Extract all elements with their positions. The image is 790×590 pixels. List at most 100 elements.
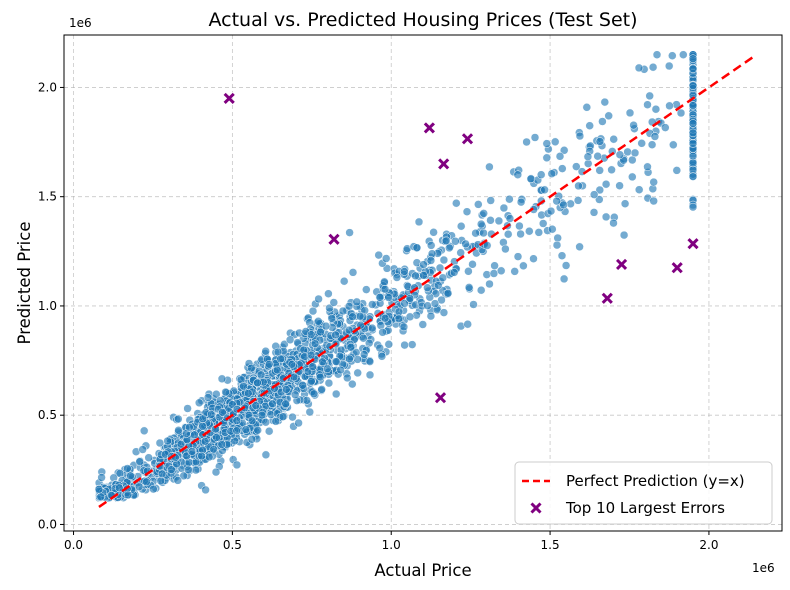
data-point <box>282 385 291 394</box>
data-point <box>664 61 674 71</box>
data-point <box>414 217 424 227</box>
data-point <box>400 340 409 350</box>
data-point <box>489 269 499 278</box>
data-point <box>439 255 449 265</box>
data-point <box>324 289 333 298</box>
data-point <box>486 216 495 225</box>
data-point <box>688 139 698 148</box>
data-point <box>476 219 486 229</box>
data-point <box>187 447 197 456</box>
x-tick-label: 1.5 <box>541 538 560 552</box>
data-point <box>456 221 466 231</box>
data-point <box>289 372 299 382</box>
data-point <box>534 228 544 237</box>
error-marker <box>615 257 629 271</box>
data-point <box>411 271 420 281</box>
legend-label-perfect-prediction: Perfect Prediction (y=x) <box>566 472 745 490</box>
data-point <box>381 254 391 263</box>
data-point <box>479 209 488 218</box>
data-point <box>574 181 583 191</box>
data-point <box>204 452 214 462</box>
data-point <box>604 111 613 121</box>
data-point <box>185 423 194 432</box>
error-marker <box>422 121 436 135</box>
data-point <box>209 445 218 454</box>
data-point <box>198 422 207 431</box>
data-point <box>318 357 327 367</box>
data-point <box>114 483 124 493</box>
data-point <box>430 299 440 308</box>
data-point <box>637 139 646 148</box>
data-point <box>573 196 583 205</box>
data-point <box>464 283 474 292</box>
data-point <box>287 360 297 369</box>
data-point <box>546 206 556 216</box>
data-point <box>173 476 183 485</box>
data-point <box>522 137 531 147</box>
data-point <box>96 492 106 502</box>
data-point <box>253 378 262 388</box>
data-point <box>437 295 446 305</box>
error-marker <box>434 391 447 405</box>
data-point <box>191 465 201 475</box>
grid <box>64 35 782 531</box>
data-point <box>123 490 133 500</box>
data-point <box>261 346 270 356</box>
data-point <box>405 312 415 322</box>
data-point <box>380 313 390 323</box>
data-point <box>261 417 271 427</box>
data-point <box>348 379 357 389</box>
data-point <box>661 123 670 132</box>
data-point <box>309 389 319 399</box>
data-point <box>253 425 262 435</box>
data-point <box>184 465 193 475</box>
data-point <box>434 281 443 290</box>
data-point <box>134 482 144 492</box>
data-point <box>649 177 658 187</box>
data-point <box>499 203 509 213</box>
legend: Perfect Prediction (y=x) Top 10 Largest … <box>514 461 773 525</box>
data-point <box>540 185 549 195</box>
data-point <box>365 370 375 380</box>
data-point <box>232 426 241 435</box>
axes: 0.0 0.5 1.0 1.5 2.0 0.0 0.5 1.0 1.5 2.0 <box>38 80 719 552</box>
data-point <box>218 408 227 417</box>
data-point <box>575 242 584 252</box>
data-point <box>526 174 536 184</box>
data-point <box>367 323 377 333</box>
data-point <box>572 162 581 171</box>
data-point <box>348 268 358 277</box>
data-point <box>595 166 604 175</box>
data-point <box>501 244 510 254</box>
data-point <box>399 322 409 332</box>
data-point <box>557 251 567 260</box>
data-point <box>589 208 599 217</box>
data-point <box>510 267 519 276</box>
data-point <box>217 374 227 384</box>
data-point <box>463 319 472 329</box>
data-point <box>198 414 208 424</box>
data-point <box>462 207 472 216</box>
data-point <box>194 398 204 408</box>
data-point <box>317 385 326 394</box>
data-point <box>281 399 290 408</box>
data-point <box>435 263 445 273</box>
data-point <box>419 271 428 280</box>
data-point <box>324 378 334 388</box>
data-point <box>307 377 316 386</box>
legend-label-top-errors: Top 10 Largest Errors <box>565 499 725 517</box>
data-point <box>468 260 477 269</box>
error-marker <box>222 91 236 105</box>
data-point <box>201 485 210 495</box>
data-point <box>308 362 317 371</box>
data-point <box>652 50 662 59</box>
error-markers <box>222 91 700 405</box>
data-point <box>405 294 415 303</box>
data-point <box>672 166 682 175</box>
data-point <box>547 169 557 178</box>
data-point <box>241 425 251 434</box>
y-tick-label: 0.5 <box>38 408 57 422</box>
data-point <box>516 197 526 207</box>
data-point <box>271 417 281 426</box>
